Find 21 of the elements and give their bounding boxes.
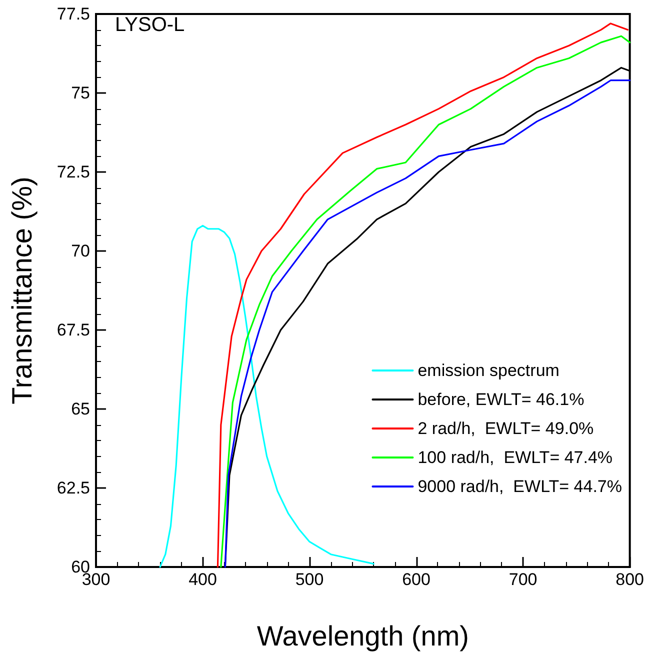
y-tick-label: 77.5 (56, 4, 90, 24)
y-tick-label: 67.5 (56, 320, 90, 340)
x-tick-label: 700 (508, 570, 538, 589)
legend-label: before, EWLT= 46.1% (418, 390, 584, 409)
y-tick-label: 62.5 (56, 478, 90, 498)
x-tick-label: 400 (188, 570, 217, 589)
legend-label: 9000 rad/h, EWLT= 44.7% (418, 477, 622, 496)
legend-label: 2 rad/h, EWLT= 49.0% (418, 419, 594, 438)
x-tick-label: 800 (616, 570, 644, 589)
x-tick-label: 500 (295, 570, 324, 589)
y-tick-label: 72.5 (56, 162, 90, 182)
y-tick-label: 75 (71, 84, 90, 102)
line-series (159, 224, 374, 568)
y-axis-title: Transmittance (%) (6, 176, 38, 404)
legend-label: emission spectrum (418, 361, 560, 380)
y-tick-label: 65 (71, 400, 90, 418)
legend-label: 100 rad/h, EWLT= 47.4% (418, 448, 613, 467)
x-axis-title: Wavelength (nm) (256, 620, 469, 652)
chart-title: LYSO-L (115, 14, 185, 36)
y-tick-label: 70 (71, 242, 90, 260)
x-tick-label: 600 (402, 570, 430, 589)
